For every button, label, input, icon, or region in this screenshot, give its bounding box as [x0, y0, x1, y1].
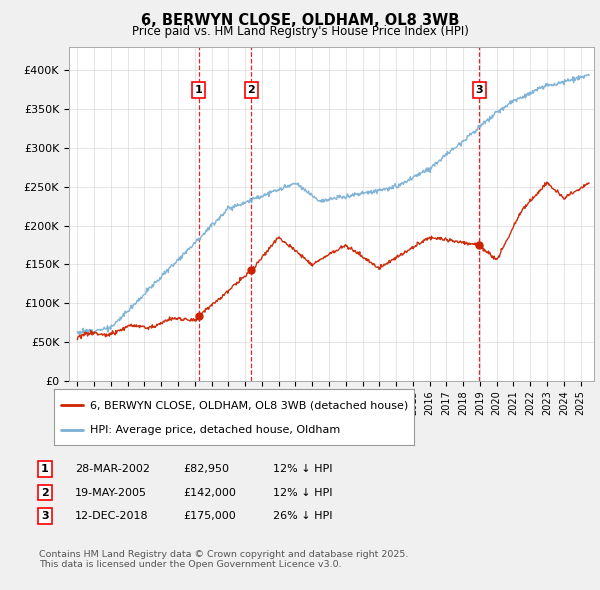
Text: Price paid vs. HM Land Registry's House Price Index (HPI): Price paid vs. HM Land Registry's House … — [131, 25, 469, 38]
Text: 1: 1 — [41, 464, 49, 474]
Text: HPI: Average price, detached house, Oldham: HPI: Average price, detached house, Oldh… — [90, 425, 340, 435]
Text: 2: 2 — [41, 488, 49, 497]
Text: 12% ↓ HPI: 12% ↓ HPI — [273, 464, 332, 474]
Text: 26% ↓ HPI: 26% ↓ HPI — [273, 512, 332, 521]
Text: 12-DEC-2018: 12-DEC-2018 — [75, 512, 149, 521]
Text: 28-MAR-2002: 28-MAR-2002 — [75, 464, 150, 474]
Text: 6, BERWYN CLOSE, OLDHAM, OL8 3WB (detached house): 6, BERWYN CLOSE, OLDHAM, OL8 3WB (detach… — [90, 400, 408, 410]
Text: £175,000: £175,000 — [183, 512, 236, 521]
Text: 1: 1 — [195, 85, 203, 95]
Text: £82,950: £82,950 — [183, 464, 229, 474]
Text: 3: 3 — [475, 85, 483, 95]
Text: 19-MAY-2005: 19-MAY-2005 — [75, 488, 147, 497]
Text: 2: 2 — [248, 85, 256, 95]
Text: £142,000: £142,000 — [183, 488, 236, 497]
Text: Contains HM Land Registry data © Crown copyright and database right 2025.
This d: Contains HM Land Registry data © Crown c… — [39, 550, 409, 569]
Text: 6, BERWYN CLOSE, OLDHAM, OL8 3WB: 6, BERWYN CLOSE, OLDHAM, OL8 3WB — [141, 13, 459, 28]
Text: 12% ↓ HPI: 12% ↓ HPI — [273, 488, 332, 497]
Text: 3: 3 — [41, 512, 49, 521]
